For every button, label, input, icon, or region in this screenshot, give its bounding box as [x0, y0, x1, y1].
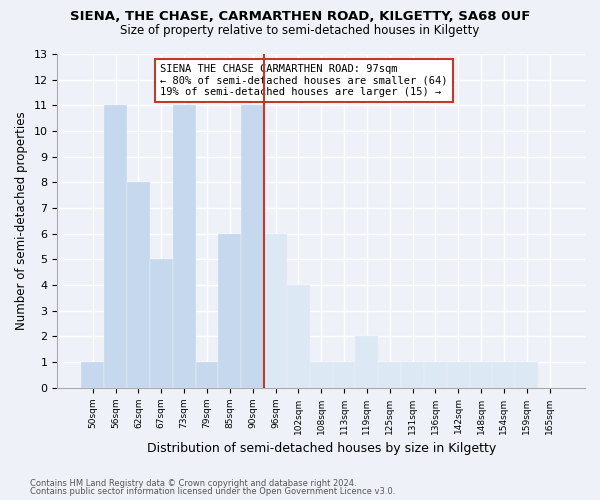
Text: SIENA THE CHASE CARMARTHEN ROAD: 97sqm
← 80% of semi-detached houses are smaller: SIENA THE CHASE CARMARTHEN ROAD: 97sqm ←… — [160, 64, 448, 97]
Text: SIENA, THE CHASE, CARMARTHEN ROAD, KILGETTY, SA68 0UF: SIENA, THE CHASE, CARMARTHEN ROAD, KILGE… — [70, 10, 530, 23]
Text: Contains public sector information licensed under the Open Government Licence v3: Contains public sector information licen… — [30, 487, 395, 496]
Bar — [82, 362, 104, 388]
Bar — [218, 234, 241, 388]
Text: Size of property relative to semi-detached houses in Kilgetty: Size of property relative to semi-detach… — [121, 24, 479, 37]
Bar — [355, 336, 379, 388]
Bar — [196, 362, 218, 388]
Bar — [310, 362, 332, 388]
Bar — [264, 234, 287, 388]
Bar — [447, 362, 470, 388]
Bar — [241, 106, 264, 388]
X-axis label: Distribution of semi-detached houses by size in Kilgetty: Distribution of semi-detached houses by … — [146, 442, 496, 455]
Bar — [173, 106, 196, 388]
Bar — [127, 182, 150, 388]
Bar — [332, 362, 355, 388]
Bar — [470, 362, 493, 388]
Bar — [424, 362, 447, 388]
Y-axis label: Number of semi-detached properties: Number of semi-detached properties — [15, 112, 28, 330]
Bar — [287, 285, 310, 388]
Bar — [379, 362, 401, 388]
Bar — [515, 362, 538, 388]
Bar — [150, 260, 173, 388]
Bar — [493, 362, 515, 388]
Bar — [401, 362, 424, 388]
Bar — [104, 106, 127, 388]
Text: Contains HM Land Registry data © Crown copyright and database right 2024.: Contains HM Land Registry data © Crown c… — [30, 478, 356, 488]
